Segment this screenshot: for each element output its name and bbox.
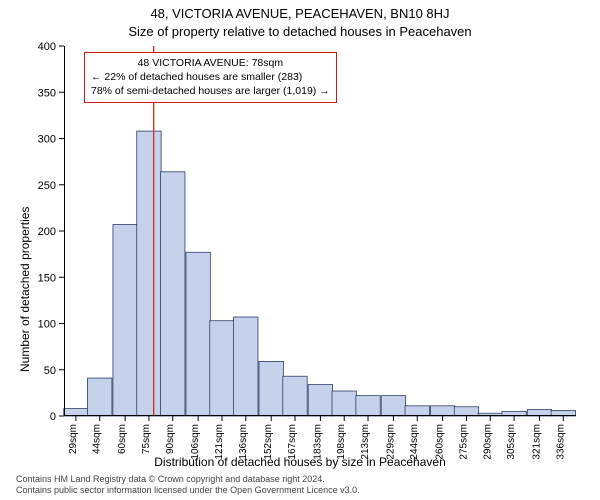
page-title-line1: 48, VICTORIA AVENUE, PEACEHAVEN, BN10 8H…: [0, 6, 600, 21]
svg-text:29sqm: 29sqm: [68, 424, 79, 454]
x-axis-label: Distribution of detached houses by size …: [0, 455, 600, 469]
svg-text:400: 400: [38, 41, 56, 53]
svg-text:100: 100: [38, 319, 56, 331]
svg-text:350: 350: [38, 87, 56, 99]
svg-text:60sqm: 60sqm: [117, 424, 128, 454]
page-title-line2: Size of property relative to detached ho…: [0, 24, 600, 39]
svg-text:50: 50: [44, 365, 56, 377]
annotation-line2: ← 22% of detached houses are smaller (28…: [91, 70, 330, 84]
footer-line1: Contains HM Land Registry data © Crown c…: [16, 474, 360, 485]
svg-text:75sqm: 75sqm: [141, 424, 152, 454]
svg-text:300: 300: [38, 134, 56, 146]
annotation-line1: 48 VICTORIA AVENUE: 78sqm: [91, 56, 330, 70]
svg-text:250: 250: [38, 180, 56, 192]
svg-text:44sqm: 44sqm: [92, 424, 103, 454]
chart-container: 48, VICTORIA AVENUE, PEACEHAVEN, BN10 8H…: [0, 0, 600, 500]
svg-text:200: 200: [38, 226, 56, 238]
y-axis-label: Number of detached properties: [18, 207, 32, 372]
svg-text:0: 0: [50, 411, 56, 423]
svg-text:90sqm: 90sqm: [165, 424, 176, 454]
annotation-line3: 78% of semi-detached houses are larger (…: [91, 84, 330, 98]
svg-text:150: 150: [38, 272, 56, 284]
footer-attribution: Contains HM Land Registry data © Crown c…: [16, 474, 360, 497]
footer-line2: Contains public sector information licen…: [16, 485, 360, 496]
annotation-box: 48 VICTORIA AVENUE: 78sqm ← 22% of detac…: [84, 52, 337, 103]
